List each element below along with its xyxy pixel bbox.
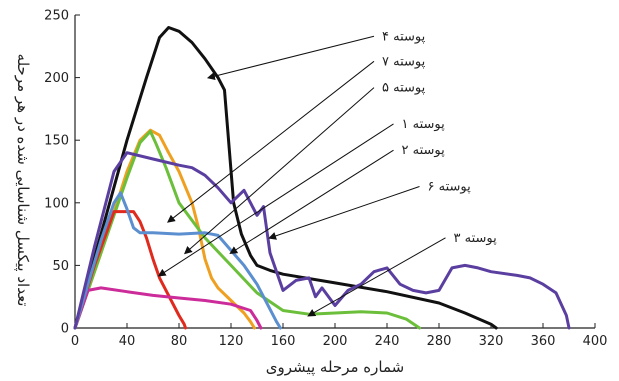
x-tick-label: 80 xyxy=(171,334,188,349)
x-tick-label: 120 xyxy=(219,334,244,349)
x-tick-label: 240 xyxy=(375,334,400,349)
x-tick-label: 320 xyxy=(479,334,504,349)
x-tick-label: 280 xyxy=(427,334,452,349)
series-line-5 xyxy=(73,286,263,330)
y-tick-label: 150 xyxy=(44,134,69,149)
y-tick-label: 200 xyxy=(44,71,69,86)
y-tick-label: 100 xyxy=(44,196,69,211)
y-tick-label: 50 xyxy=(52,259,69,274)
series-line-4 xyxy=(73,210,187,330)
x-tick-label: 200 xyxy=(323,334,348,349)
annotation-arrow xyxy=(167,60,375,223)
annotation-arrow xyxy=(157,123,394,277)
x-tick-label: 400 xyxy=(583,334,608,349)
y-tick-label: 250 xyxy=(44,9,69,24)
annotation-label: پوسته ۴ xyxy=(382,29,426,44)
annotation-label: پوسته ۶ xyxy=(428,180,472,195)
annotations-group: پوسته ۴ پوسته ۷ پوسته ۵ پوسته ۱ پوسته ۲ پوسته… xyxy=(157,29,498,317)
annotation-label: پوسته ۱ xyxy=(402,117,446,132)
x-tick-label: 160 xyxy=(271,334,296,349)
series-line-1 xyxy=(73,26,498,330)
x-axis-label: شماره مرحله پیشروی xyxy=(266,358,404,377)
annotation-label: پوسته ۳ xyxy=(454,231,498,246)
x-tick-label: 0 xyxy=(71,334,79,349)
series-group xyxy=(73,26,571,330)
annotation-arrow xyxy=(229,149,394,254)
annotation-arrow xyxy=(183,87,375,255)
annotation-arrow xyxy=(206,35,375,81)
annotation-arrow xyxy=(268,186,420,240)
series-line-6 xyxy=(73,191,282,330)
annotation-label: پوسته ۷ xyxy=(382,54,426,69)
series-line-3 xyxy=(73,129,421,330)
annotation-label: پوسته ۵ xyxy=(382,81,426,96)
y-axis-label: تعداد پیکسل شناسایی شده در هر مرحله xyxy=(13,54,32,307)
annotation-label: پوسته ۲ xyxy=(402,143,446,158)
series-line-7 xyxy=(73,151,571,330)
axes-group: 0 40 80 120 160 200 240 280 320 360 400 0 50 100 150 20… xyxy=(44,9,607,350)
y-tick-label: 0 xyxy=(61,322,69,337)
x-tick-label: 40 xyxy=(119,334,136,349)
annotation-arrow xyxy=(307,237,446,317)
x-tick-label: 360 xyxy=(531,334,556,349)
